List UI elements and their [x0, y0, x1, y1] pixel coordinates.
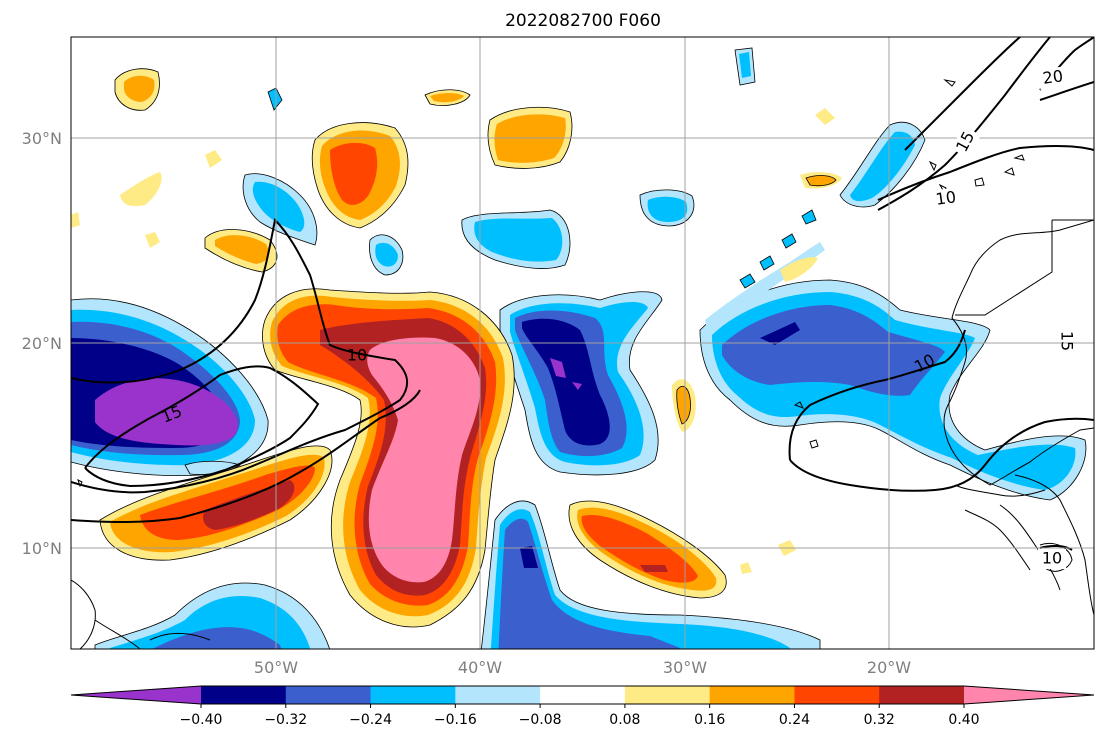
colorbar-tick-label: −0.16 [434, 712, 477, 728]
colorbar-tick-label: −0.40 [180, 712, 223, 728]
lon-label: 40°W [458, 658, 502, 677]
colorbar-swatch [201, 686, 287, 704]
map-area: 10 15 10 20 15 10 15 [71, 37, 1094, 649]
colorbar-swatch [709, 686, 795, 704]
lon-label: 50°W [254, 658, 298, 677]
colorbar-swatch [285, 686, 372, 704]
colorbar-swatch [455, 686, 541, 704]
colorbar-swatch [540, 686, 626, 704]
lat-label: 10°N [22, 539, 62, 558]
map-title: 2022082700 F060 [505, 11, 661, 31]
colorbar-extend-low [71, 686, 201, 704]
colorbar-tick-label: 0.08 [609, 712, 640, 728]
lat-label: 30°N [22, 129, 62, 148]
longitude-labels: 50°W 40°W 30°W 20°W [254, 658, 911, 677]
lat-label: 20°N [22, 334, 62, 353]
latitude-labels: 30°N 20°N 10°N [22, 129, 62, 558]
coastlines [71, 79, 1094, 649]
contour-label: 20 [1041, 66, 1064, 88]
contour-label: 10 [934, 187, 957, 209]
contour-lines [71, 37, 1094, 551]
lon-label: 30°W [663, 658, 707, 677]
positive-anomaly-regions [71, 68, 842, 628]
colorbar-swatch [794, 686, 880, 704]
contour-label: 15 [1058, 331, 1077, 351]
colorbar-tick-label: 0.32 [864, 712, 895, 728]
colorbar-tick-label: 0.40 [948, 712, 979, 728]
negative-anomaly-regions [71, 47, 1087, 649]
colorbar-tick-label: −0.32 [264, 712, 307, 728]
contour-label: 10 [347, 346, 367, 365]
colorbar-swatch [624, 686, 711, 704]
colorbar-tick-label: −0.08 [519, 712, 562, 728]
colorbar-tick-label: 0.16 [694, 712, 725, 728]
map-frame [70, 36, 1095, 650]
colorbar-extend-high [964, 686, 1094, 704]
colorbar: −0.40 −0.32 −0.24 −0.16 −0.08 0.08 0.16 0.24 0.3… [70, 685, 1095, 728]
colorbar-tick-label: −0.24 [349, 712, 392, 728]
contour-label: 10 [1042, 549, 1062, 568]
gridlines [71, 37, 1094, 649]
colorbar-swatch [370, 686, 456, 704]
colorbar-swatch [879, 686, 965, 704]
lon-label: 20°W [867, 658, 911, 677]
colorbar-tick-label: 0.24 [779, 712, 810, 728]
